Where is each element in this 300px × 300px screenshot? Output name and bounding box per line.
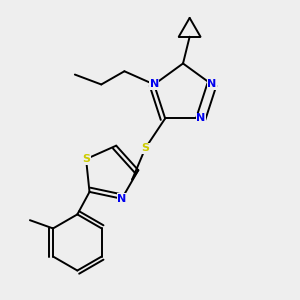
Text: S: S: [141, 143, 149, 153]
Text: N: N: [117, 194, 126, 204]
Text: S: S: [82, 154, 90, 164]
Text: N: N: [196, 113, 206, 123]
Text: N: N: [149, 80, 159, 89]
Text: N: N: [207, 80, 217, 89]
